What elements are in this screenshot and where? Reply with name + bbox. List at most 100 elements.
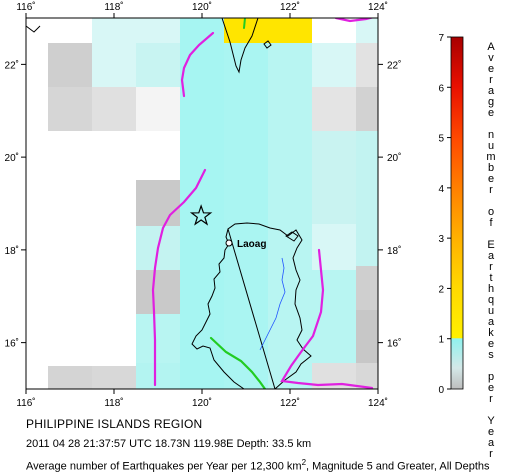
grid-cell: [356, 266, 378, 310]
east-luzon-trough: [280, 248, 374, 389]
grid-cell: [48, 87, 92, 131]
grid-cell: [92, 366, 136, 389]
grid-cell: [356, 43, 378, 87]
lat-tick-label: 18˚: [5, 245, 19, 257]
legend-title-letter: a: [488, 85, 495, 97]
legend-title-letter: v: [488, 52, 494, 64]
lat-tick-label: 20˚: [5, 152, 19, 164]
ryukyu-trench: [334, 18, 375, 23]
grid-cell: [48, 366, 92, 389]
grid-cell: [48, 43, 92, 87]
region-title: PHILIPPINE ISLANDS REGION: [26, 417, 203, 431]
legend-tick-label: 5: [438, 134, 444, 145]
epicenter-star-icon: [189, 204, 213, 226]
lat-tick-label: 18˚: [387, 245, 401, 257]
legend-title-letter: f: [489, 217, 493, 229]
grid-cell: [136, 180, 180, 226]
coastlines: [26, 18, 312, 389]
grid-cell: [136, 314, 180, 363]
lon-tick-label: 118˚: [104, 1, 123, 13]
legend-title-letter: r: [489, 184, 493, 196]
legend-title-letter: r: [489, 261, 493, 273]
cagayan-river: [259, 257, 286, 351]
babuyan-island: [285, 231, 299, 242]
legend-title-letter: e: [488, 107, 494, 119]
legend-title-letter: r: [489, 393, 493, 405]
lon-tick-label: 120˚: [192, 1, 212, 13]
legend-tick-label: 0: [438, 385, 444, 396]
average-prefix: Average number of Earthquakes per Year p…: [26, 460, 302, 473]
coast-small: [26, 25, 41, 33]
legend-tick-label: 1: [438, 335, 444, 346]
lon-tick-label: 122˚: [280, 397, 300, 409]
legend-title-letter: E: [487, 239, 494, 251]
legend-title-letter: a: [488, 437, 495, 449]
grid-cell: [136, 43, 180, 87]
legend-ticks: 0 1 2 3 4 5 6 7: [438, 33, 451, 396]
legend-title-letter: p: [488, 371, 494, 383]
legend-title-letter: e: [488, 338, 494, 350]
legend-title-letter: u: [488, 140, 494, 152]
legend-title-letter: e: [488, 63, 494, 75]
grid-cell: [136, 270, 180, 314]
legend-title-letter: h: [488, 283, 494, 295]
legend-title-letter: r: [489, 74, 493, 86]
lat-tick-label: 20˚: [387, 152, 401, 164]
legend-title-letter: r: [489, 448, 493, 460]
lon-tick-label: 118˚: [104, 397, 123, 409]
grid-cell: [224, 18, 268, 389]
grid-cell: [312, 87, 356, 131]
lon-tick-label: 116˚: [16, 1, 35, 13]
legend-title-letter: a: [488, 250, 495, 262]
event-info: 2011 04 28 21:37:57 UTC 18.73N 119.98E D…: [26, 438, 312, 450]
luzon-coastline: [191, 222, 312, 389]
grid-cell: [268, 43, 312, 389]
legend-title-letter: t: [489, 272, 492, 284]
grid-cell: [312, 43, 356, 87]
grid-cell: [136, 363, 180, 389]
grid-cell: [92, 87, 136, 131]
lat-tick-label: 16˚: [5, 338, 19, 350]
grid-cell: [356, 310, 378, 363]
legend-title-letter: b: [488, 162, 494, 174]
grid-cell: [356, 18, 378, 43]
lat-tick-label: 22˚: [387, 59, 401, 71]
lon-tick-label: 122˚: [280, 1, 300, 13]
legend-tick-label: 2: [438, 284, 444, 295]
grid-cell: [136, 87, 180, 131]
legend-title-letter: e: [488, 173, 494, 185]
grid-cell-high: [224, 18, 312, 43]
grid-cell: [356, 131, 378, 266]
ridge-north: [243, 18, 246, 29]
legend-title-letter: o: [488, 206, 494, 218]
legend-title-letter: q: [488, 294, 494, 306]
taiwan-coastline: [221, 18, 259, 74]
map-frame-area: Laoag: [25, 17, 379, 390]
legend-title-letter: n: [488, 129, 494, 141]
legend-title-letter: u: [488, 305, 494, 317]
legend-tick-label: 6: [438, 83, 444, 94]
legend-title-letter: m: [486, 151, 495, 163]
legend-title-letter: A: [487, 41, 495, 53]
philippine-fault: [209, 336, 267, 389]
lon-tick-label: 124˚: [368, 1, 388, 13]
grid-cell: [312, 131, 356, 224]
lanyu-island: [263, 40, 272, 49]
lon-tick-label: 120˚: [192, 397, 212, 409]
tectonic-features: [151, 18, 375, 389]
grid-cell: [356, 87, 378, 131]
lon-tick-label: 116˚: [16, 397, 35, 409]
legend-title-letter: e: [488, 382, 494, 394]
legend-title-letter: k: [488, 327, 494, 339]
grid-cell: [180, 18, 224, 389]
legend-tick-label: 7: [438, 33, 444, 44]
legend-title-letter: a: [488, 316, 495, 328]
grid-cell: [312, 224, 356, 270]
legend-color-bar: [450, 36, 464, 390]
legend-title-letter: e: [488, 426, 494, 438]
average-superscript: 2: [301, 458, 307, 467]
grid-cell: [136, 18, 180, 43]
